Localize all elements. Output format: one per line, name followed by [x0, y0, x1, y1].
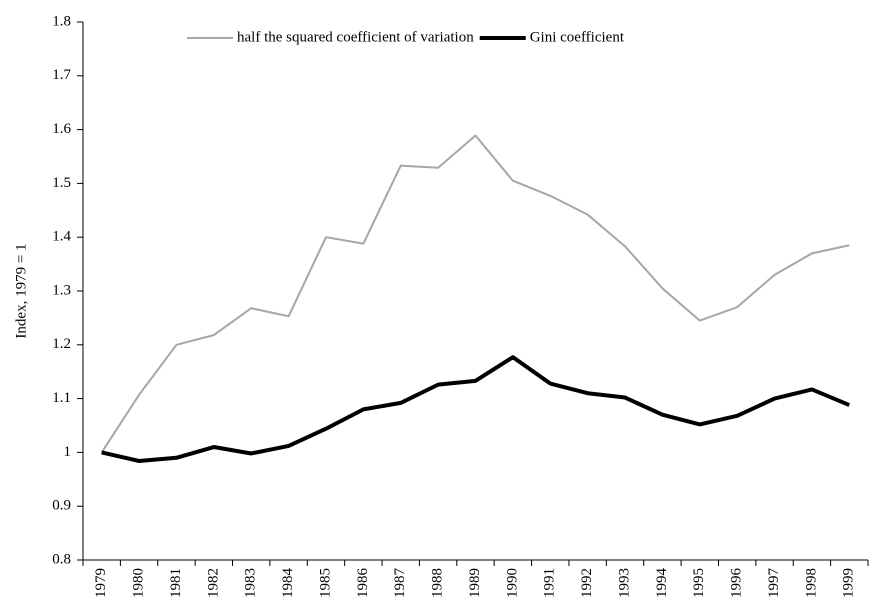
x-tick-label: 1984 — [280, 568, 296, 599]
x-tick-label: 1987 — [392, 568, 408, 599]
x-tick-label: 1985 — [317, 568, 333, 598]
x-tick-label: 1982 — [205, 568, 221, 598]
x-tick-label: 1990 — [504, 568, 520, 598]
x-tick-label: 1996 — [729, 568, 745, 599]
x-tick-label: 1998 — [803, 568, 819, 598]
x-tick-label: 1995 — [691, 568, 707, 598]
x-tick-label: 1989 — [467, 568, 483, 598]
y-tick-label: 1.4 — [52, 229, 71, 245]
y-tick-label: 1.5 — [52, 175, 71, 191]
y-tick-label: 0.8 — [52, 551, 71, 567]
data-line — [101, 355, 851, 464]
x-tick-label: 1980 — [131, 568, 147, 598]
x-tick-label: 1993 — [616, 568, 632, 598]
y-tick-label: 1.7 — [52, 67, 71, 83]
x-tick-label: 1988 — [430, 568, 446, 598]
legend-label: Gini coefficient — [530, 29, 625, 45]
x-tick-label: 1992 — [579, 568, 595, 598]
x-tick-label: 1997 — [766, 568, 782, 599]
y-tick-label: 1.6 — [52, 121, 71, 137]
y-axis-label: Index, 1979 = 1 — [13, 243, 29, 338]
x-tick-label: 1991 — [542, 568, 558, 598]
x-tick-label: 1999 — [841, 568, 857, 598]
y-tick-label: 1.1 — [52, 390, 71, 406]
data-line — [100, 134, 850, 453]
y-tick-label: 1 — [64, 444, 72, 460]
y-tick-label: 0.9 — [52, 498, 71, 514]
legend-label: half the squared coefficient of variatio… — [237, 29, 474, 45]
x-tick-label: 1979 — [93, 568, 109, 598]
x-tick-label: 1981 — [168, 568, 184, 598]
x-tick-label: 1994 — [654, 568, 670, 599]
x-tick-label: 1983 — [243, 568, 259, 598]
y-tick-label: 1.2 — [52, 336, 71, 352]
x-tick-label: 1986 — [355, 568, 371, 599]
y-tick-label: 1.8 — [52, 13, 71, 29]
y-tick-label: 1.3 — [52, 282, 71, 298]
